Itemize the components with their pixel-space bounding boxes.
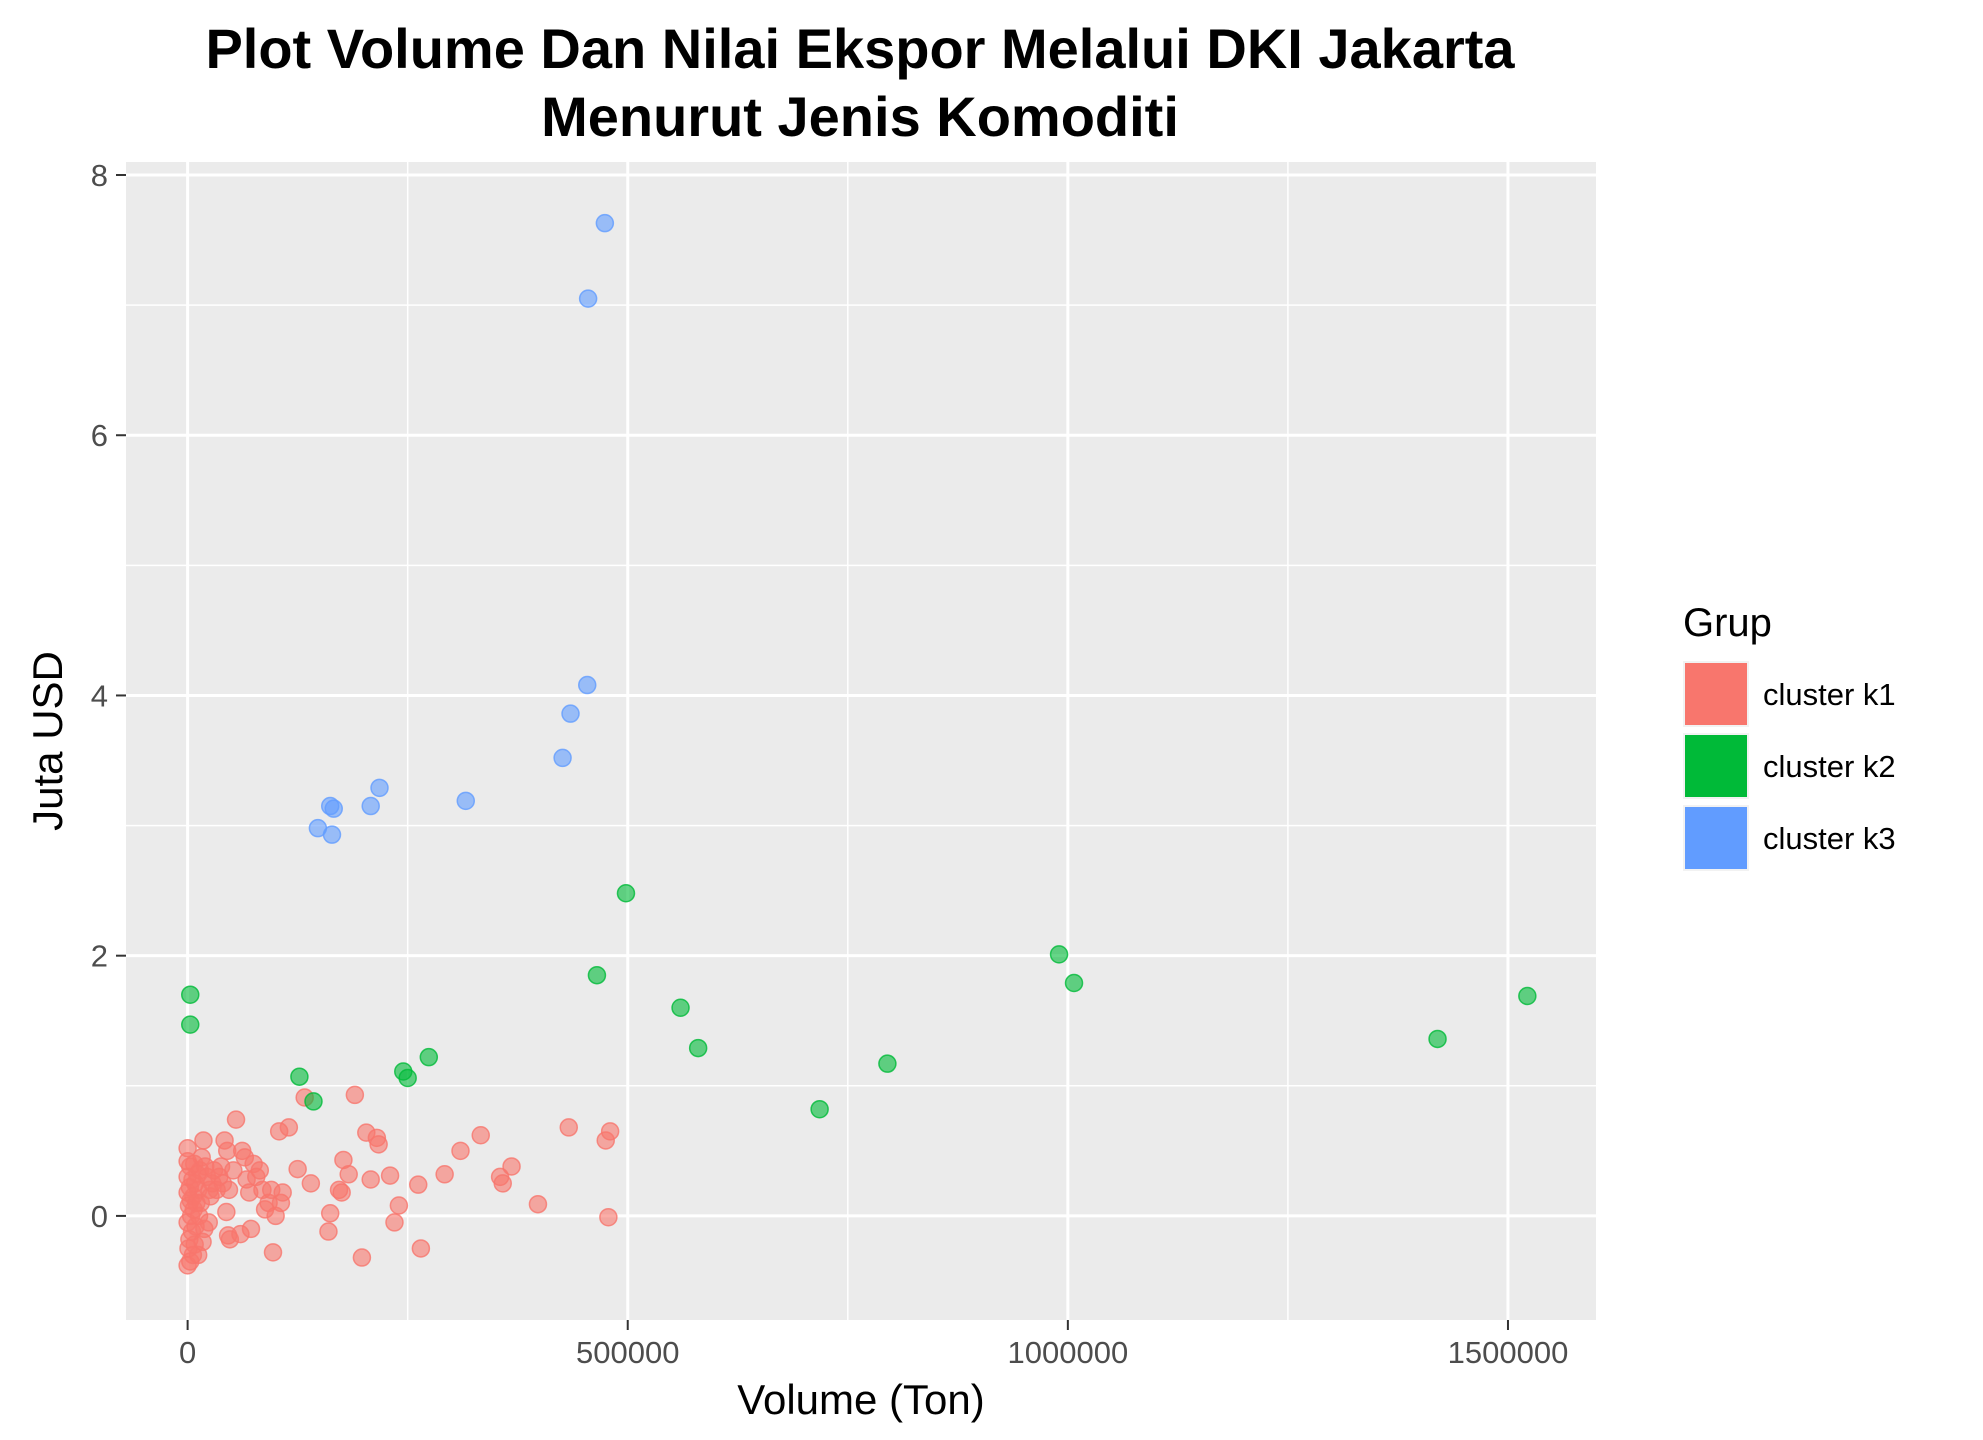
data-point xyxy=(324,799,343,818)
data-point xyxy=(380,1166,400,1185)
data-point xyxy=(587,965,607,985)
data-point xyxy=(599,1207,618,1227)
grid-major xyxy=(126,162,1596,1320)
data-point xyxy=(181,985,200,1004)
data-point xyxy=(577,675,597,695)
data-point xyxy=(241,1219,261,1239)
data-point xyxy=(224,1161,243,1180)
data-point xyxy=(178,1139,197,1158)
data-point xyxy=(361,1170,380,1189)
y-tick-label: 8 xyxy=(91,158,108,193)
legend-swatch xyxy=(1685,807,1747,869)
data-point xyxy=(226,1110,246,1129)
data-point xyxy=(595,213,615,233)
x-axis-ticks: 0 500000 1000000 1500000 xyxy=(179,1320,1568,1370)
data-point xyxy=(671,998,690,1017)
data-point xyxy=(304,1092,323,1111)
y-axis-title: Juta USD xyxy=(24,651,71,831)
y-axis-ticks: 0 2 4 6 8 xyxy=(91,158,126,1234)
data-point xyxy=(419,1047,439,1067)
data-point xyxy=(385,1213,404,1232)
x-tick-label: 1000000 xyxy=(1008,1335,1129,1370)
data-point xyxy=(352,1248,372,1267)
data-point xyxy=(398,1068,417,1088)
data-point xyxy=(389,1196,409,1215)
data-point xyxy=(194,1131,213,1150)
legend-label: cluster k3 xyxy=(1763,821,1896,856)
data-point xyxy=(332,1183,351,1202)
data-point xyxy=(1064,973,1084,993)
grid-minor xyxy=(126,162,1596,1320)
x-tick-label: 500000 xyxy=(576,1335,679,1370)
data-point xyxy=(456,791,476,811)
y-tick-label: 0 xyxy=(91,1199,108,1234)
data-point xyxy=(250,1161,270,1180)
data-point xyxy=(1049,945,1069,964)
y-tick-label: 6 xyxy=(91,418,108,453)
data-point xyxy=(878,1054,897,1073)
y-tick-label: 4 xyxy=(91,678,108,713)
data-point xyxy=(188,1245,208,1265)
legend-swatch xyxy=(1685,663,1747,725)
x-axis-title: Volume (Ton) xyxy=(737,1376,984,1423)
data-point xyxy=(361,796,380,816)
data-point xyxy=(217,1202,236,1222)
data-point xyxy=(502,1157,521,1176)
data-point xyxy=(616,883,636,903)
data-point xyxy=(688,1038,708,1058)
data-point xyxy=(301,1174,321,1193)
data-point xyxy=(578,289,598,308)
legend-label: cluster k2 xyxy=(1763,749,1896,784)
data-point xyxy=(471,1125,490,1145)
series-cluster-k2 xyxy=(181,883,1537,1119)
data-point xyxy=(181,1015,200,1034)
series-cluster-k1 xyxy=(178,1085,620,1275)
chart-title-line-1: Plot Volume Dan Nilai Ekspor Melalui DKI… xyxy=(205,17,1515,80)
data-point xyxy=(561,704,580,723)
data-point xyxy=(493,1174,512,1193)
data-points xyxy=(178,213,1537,1275)
data-point xyxy=(435,1165,454,1184)
data-point xyxy=(288,1159,307,1179)
data-point xyxy=(263,1243,283,1262)
series-cluster-k3 xyxy=(308,213,615,844)
plot-panel xyxy=(126,162,1596,1320)
data-point xyxy=(528,1194,548,1214)
data-point xyxy=(559,1118,579,1137)
data-point xyxy=(451,1141,470,1161)
legend: Grup cluster k1 cluster k2 cluster k3 xyxy=(1683,601,1896,871)
data-point xyxy=(369,1135,388,1154)
data-point xyxy=(279,1118,299,1137)
data-point xyxy=(339,1165,358,1184)
data-point xyxy=(273,1183,292,1202)
data-point xyxy=(370,778,389,798)
data-point xyxy=(1518,986,1537,1006)
data-point xyxy=(320,1204,340,1223)
data-point xyxy=(319,1222,338,1241)
data-point xyxy=(322,825,342,844)
x-tick-label: 0 xyxy=(179,1335,196,1370)
data-point xyxy=(408,1175,428,1194)
x-tick-label: 1500000 xyxy=(1448,1335,1569,1370)
data-point xyxy=(810,1099,829,1119)
data-point xyxy=(600,1122,620,1141)
chart-title-line-2: Menurut Jenis Komoditi xyxy=(541,85,1179,148)
data-point xyxy=(219,1180,239,1200)
legend-label: cluster k1 xyxy=(1763,677,1896,712)
legend-swatch xyxy=(1685,735,1747,797)
data-point xyxy=(290,1067,309,1086)
y-tick-label: 2 xyxy=(91,939,108,974)
data-point xyxy=(553,748,572,768)
data-point xyxy=(345,1085,365,1105)
data-point xyxy=(199,1213,218,1232)
legend-title: Grup xyxy=(1683,601,1772,645)
data-point xyxy=(411,1239,431,1258)
data-point xyxy=(1428,1029,1447,1049)
